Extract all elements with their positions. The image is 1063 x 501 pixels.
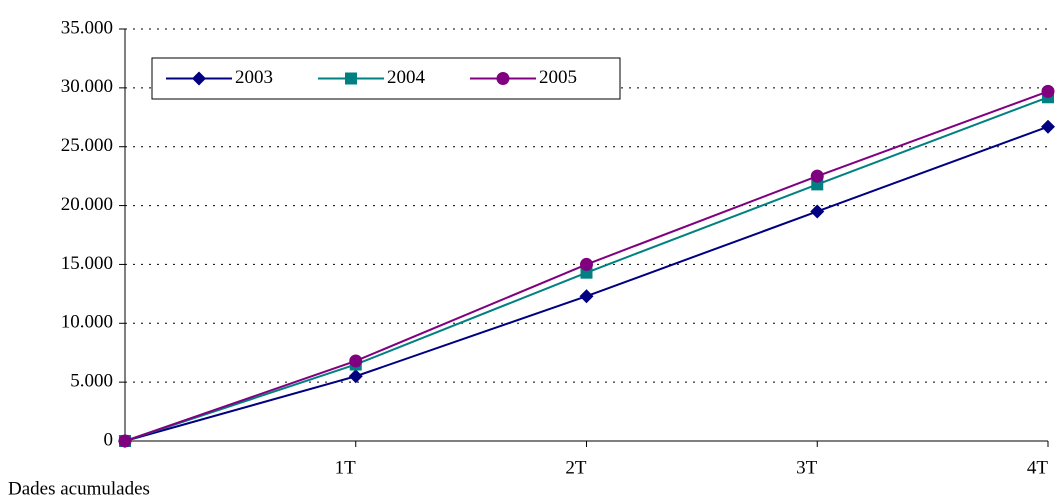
point — [579, 289, 594, 304]
point — [1041, 84, 1055, 98]
x-tick-label: 3T — [796, 457, 818, 478]
y-tick-label: 0 — [104, 429, 114, 450]
point — [580, 257, 593, 271]
y-tick-label: 25.000 — [61, 135, 113, 156]
point — [810, 204, 825, 219]
y-tick-label: 20.000 — [61, 194, 113, 215]
point — [1041, 119, 1055, 134]
y-tick-label: 15.000 — [61, 253, 113, 274]
x-tick-label: 2T — [565, 457, 587, 478]
point — [810, 169, 824, 183]
point — [348, 369, 363, 384]
y-tick-label: 35.000 — [61, 17, 113, 38]
y-tick-label: 10.000 — [61, 312, 113, 333]
legend-label: 2003 — [235, 67, 273, 88]
point — [118, 434, 132, 448]
legend-marker — [496, 72, 510, 85]
x-tick-label: 4T — [1027, 457, 1049, 478]
x-axis-label: Dades acumulades — [8, 478, 150, 499]
y-tick-label: 5.000 — [70, 371, 113, 392]
y-tick-label: 30.000 — [61, 76, 113, 97]
legend-label: 2004 — [387, 67, 426, 88]
legend-label: 2005 — [539, 67, 577, 88]
x-tick-label: 1T — [335, 457, 357, 478]
legend-marker — [345, 72, 357, 85]
legend-marker — [192, 71, 206, 86]
point — [349, 354, 363, 368]
